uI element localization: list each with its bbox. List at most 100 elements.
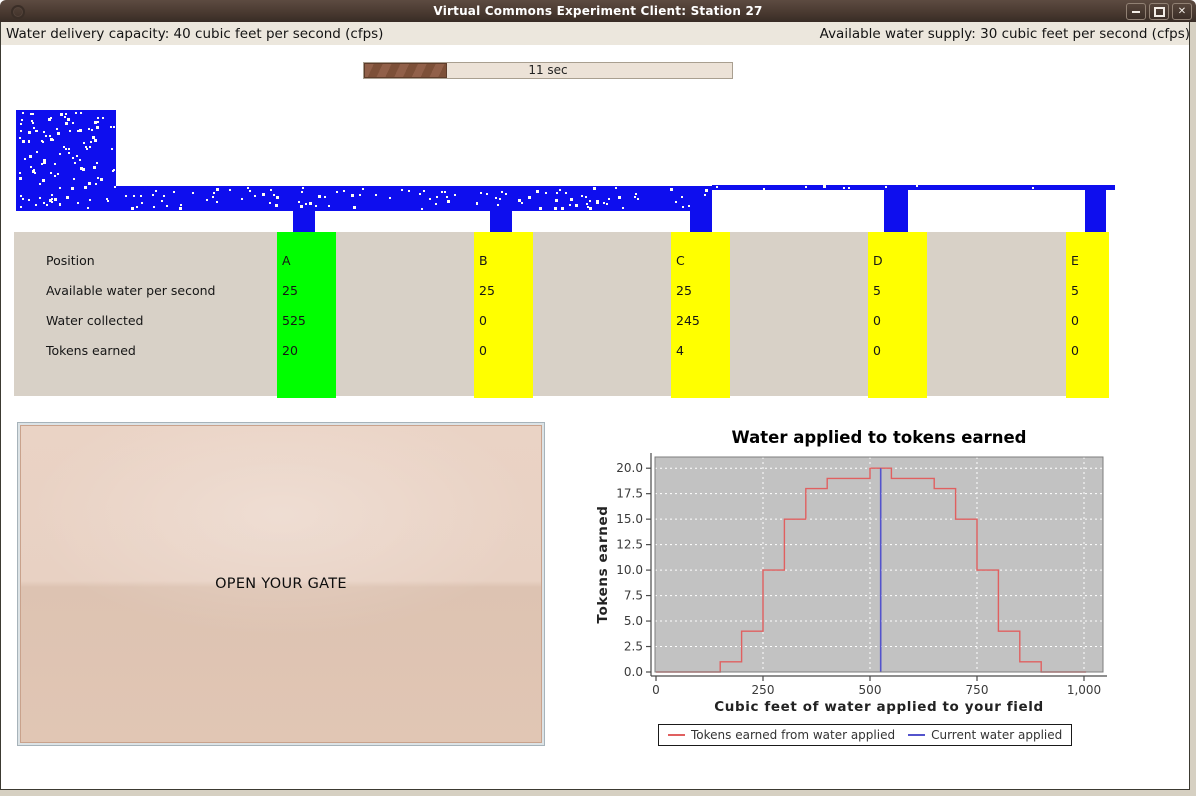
- water-particle: [79, 159, 81, 161]
- available-water-supply-text: Available water supply: 30 cubic feet pe…: [819, 25, 1190, 42]
- water-particle: [436, 196, 438, 198]
- svg-text:500: 500: [859, 683, 882, 697]
- water-particle: [163, 195, 165, 197]
- row-label-water-collected: Water collected: [46, 313, 144, 328]
- water-particle: [179, 207, 182, 210]
- water-particle: [704, 194, 706, 196]
- water-particle: [39, 197, 41, 199]
- water-particle: [401, 189, 403, 191]
- water-particle: [46, 204, 48, 206]
- minimize-button[interactable]: [1126, 3, 1146, 20]
- timer-progress-fill: [364, 63, 447, 78]
- window-menu-icon[interactable]: [11, 5, 25, 19]
- water-particle: [681, 196, 683, 198]
- water-particle: [20, 195, 22, 197]
- water-particle: [501, 191, 503, 193]
- water-particle: [688, 205, 690, 207]
- water-particle: [22, 140, 25, 143]
- water-particle: [273, 194, 275, 196]
- water-delivery-capacity-text: Water delivery capacity: 40 cubic feet p…: [6, 25, 384, 42]
- water-particle: [73, 178, 75, 180]
- cell-c-tokens-earned: 4: [676, 343, 684, 358]
- water-particle: [66, 196, 69, 199]
- water-particle: [19, 137, 21, 139]
- position-column-a: A 25 525 20: [277, 232, 336, 398]
- cell-d-position: D: [873, 253, 883, 268]
- svg-text:17.5: 17.5: [616, 487, 643, 501]
- svg-text:Tokens earned: Tokens earned: [595, 506, 611, 624]
- water-particle: [72, 122, 74, 124]
- water-particle: [77, 130, 79, 132]
- water-particle: [247, 187, 249, 189]
- water-particle: [593, 187, 596, 190]
- water-particle: [305, 203, 307, 205]
- open-gate-button[interactable]: OPEN YOUR GATE: [17, 422, 545, 746]
- water-particle: [60, 113, 63, 116]
- svg-text:0.0: 0.0: [624, 665, 643, 679]
- downstream-canal: [712, 185, 1115, 190]
- water-particle: [569, 204, 571, 206]
- water-particle: [916, 185, 918, 187]
- water-particle: [34, 172, 36, 174]
- water-particle: [586, 203, 588, 205]
- row-label-tokens-earned: Tokens earned: [46, 343, 136, 358]
- water-particle: [1032, 187, 1034, 189]
- timer-label: 11 sec: [528, 63, 568, 77]
- position-column-c: C 25 245 4: [671, 232, 730, 398]
- svg-text:750: 750: [966, 683, 989, 697]
- close-button[interactable]: ✕: [1172, 3, 1192, 20]
- water-particle: [65, 122, 68, 125]
- water-particle: [559, 189, 561, 191]
- water-particle: [102, 117, 104, 119]
- water-particle: [100, 178, 103, 181]
- cell-e-water-collected: 0: [1071, 313, 1079, 328]
- water-particle: [408, 190, 410, 192]
- water-particle: [635, 193, 637, 195]
- water-particle: [113, 126, 115, 128]
- position-column-b: B 25 0 0: [474, 232, 533, 398]
- water-particle: [89, 199, 91, 201]
- cell-c-available-water-per-second: 25: [676, 283, 692, 298]
- water-particle: [301, 191, 303, 193]
- water-particle: [521, 202, 523, 204]
- water-particle: [59, 203, 61, 205]
- water-particle: [885, 186, 887, 188]
- water-particle: [131, 207, 134, 210]
- water-particle: [28, 141, 30, 143]
- water-particle: [161, 200, 163, 202]
- water-particle: [113, 169, 115, 171]
- gate-pillar-c: [690, 210, 712, 233]
- water-particle: [94, 121, 97, 124]
- water-particle: [180, 204, 182, 206]
- water-particle: [43, 161, 46, 164]
- water-particle: [50, 172, 52, 174]
- water-particle: [213, 192, 215, 194]
- water-particle: [603, 202, 605, 204]
- maximize-button[interactable]: [1149, 3, 1169, 20]
- water-particle: [805, 186, 807, 188]
- water-particle: [125, 195, 127, 197]
- water-particle: [36, 130, 38, 132]
- water-particle: [359, 194, 361, 196]
- cell-d-water-collected: 0: [873, 313, 881, 328]
- water-particle: [48, 118, 51, 121]
- water-particle: [88, 128, 90, 130]
- window-border-bottom: [0, 790, 1190, 796]
- water-particle: [298, 201, 300, 203]
- gate-pillar-a: [293, 210, 315, 233]
- water-particle: [716, 186, 718, 188]
- water-particle: [52, 139, 54, 141]
- water-particle: [92, 136, 95, 139]
- water-particle: [96, 162, 98, 164]
- water-particle: [22, 112, 24, 114]
- water-particle: [56, 128, 58, 130]
- water-particle: [565, 192, 567, 194]
- water-particle: [59, 153, 61, 155]
- water-particle: [276, 196, 279, 199]
- water-particle: [173, 191, 175, 193]
- water-particle: [51, 198, 53, 200]
- water-particle: [848, 187, 850, 189]
- water-particle: [539, 207, 542, 210]
- water-particle: [444, 191, 446, 193]
